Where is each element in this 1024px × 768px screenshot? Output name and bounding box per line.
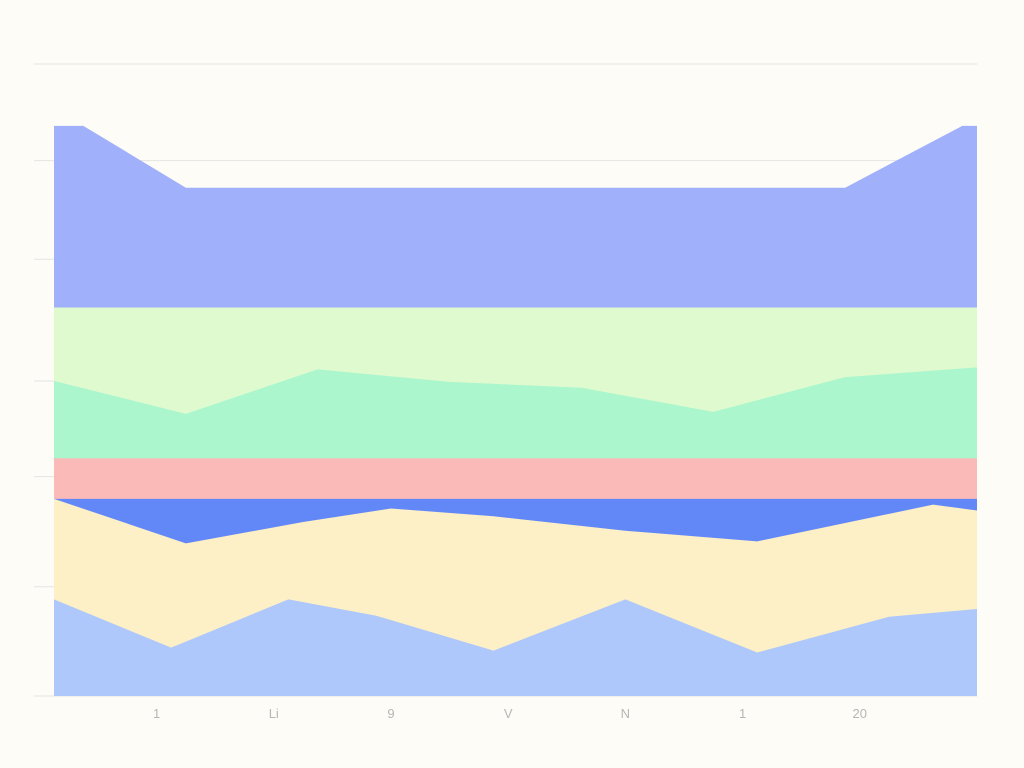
area-series-layer — [54, 125, 977, 696]
x-tick-labels: 1 Li 9 V N 1 20 — [153, 706, 867, 721]
x-tick-label: Li — [269, 706, 279, 721]
x-tick-label: V — [504, 706, 513, 721]
x-tick-label: 1 — [739, 706, 746, 721]
x-tick-label: 9 — [387, 706, 394, 721]
area-series-1 — [54, 599, 977, 696]
x-tick-label: 1 — [153, 706, 160, 721]
x-tick-label: N — [621, 706, 630, 721]
x-tick-label: 20 — [853, 706, 867, 721]
